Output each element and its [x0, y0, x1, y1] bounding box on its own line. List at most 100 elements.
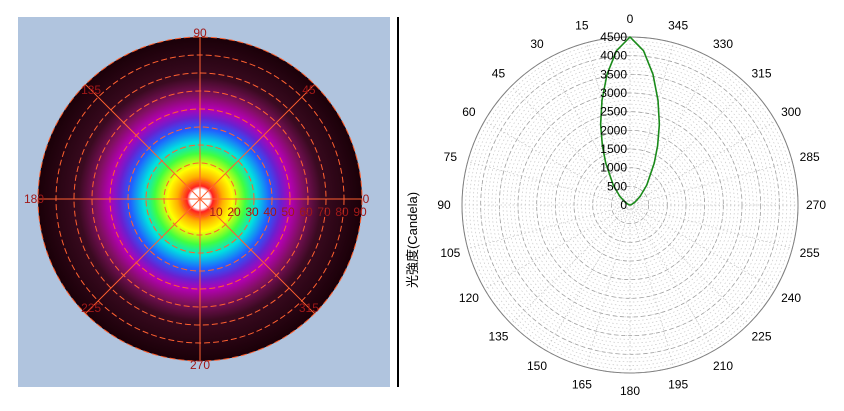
radial-label-30: 30: [245, 205, 259, 219]
minor-ring: [566, 141, 694, 269]
minor-ring: [569, 144, 691, 266]
series-group: [599, 36, 661, 206]
radial-label-50: 50: [281, 205, 295, 219]
spoke-315: [199, 198, 315, 314]
angle-label-75: 75: [444, 150, 458, 164]
spoke-315: [629, 85, 750, 206]
spoke-60: [484, 120, 631, 206]
spoke-240: [629, 204, 776, 290]
angle-label-45: 45: [302, 83, 316, 97]
major-ring-3500: [498, 73, 762, 337]
angle-label-270: 270: [806, 198, 826, 212]
y-axis-label-text: 光強度(Candela): [405, 192, 420, 288]
radial-label-4500: 4500: [600, 30, 627, 44]
radial-label-80: 80: [335, 205, 349, 219]
angle-label-105: 105: [440, 246, 460, 260]
angle-label-90: 90: [193, 26, 207, 40]
polar-grid: [37, 36, 363, 362]
radial-label-3500: 3500: [600, 67, 627, 81]
angle-label-180: 180: [24, 192, 44, 206]
angle-label-225: 225: [752, 330, 772, 344]
minor-ring: [614, 189, 646, 221]
minor-ring: [599, 174, 661, 236]
spoke-300: [629, 120, 776, 206]
radial-label-2000: 2000: [600, 123, 627, 137]
angle-label-90: 90: [437, 198, 451, 212]
minor-ring: [607, 182, 653, 228]
angle-label-180: 180: [620, 384, 640, 398]
spoke-150: [545, 204, 631, 351]
spoke-330: [629, 59, 715, 206]
angle-label-165: 165: [572, 378, 592, 392]
minor-ring: [625, 200, 635, 210]
angle-label-210: 210: [713, 359, 733, 373]
minor-ring: [495, 70, 765, 340]
minor-ring: [562, 137, 698, 273]
angle-label-270: 270: [190, 358, 210, 372]
angle-tick-labels: 0 345330315300285270255240225210195180165…: [437, 12, 826, 398]
y-axis-label: 光強度(Candela): [405, 192, 420, 288]
angle-label-315: 315: [299, 301, 319, 315]
spoke-135: [510, 204, 631, 325]
minor-ring: [540, 115, 720, 295]
spoke-195: [629, 204, 674, 368]
radial-label-0: 0: [620, 198, 627, 212]
radial-label-4000: 4000: [600, 49, 627, 63]
radial-label-2500: 2500: [600, 105, 627, 119]
spoke-105: [467, 204, 631, 249]
angle-label-285: 285: [800, 150, 820, 164]
panel-divider: [397, 17, 399, 387]
radial-label-60: 60: [299, 205, 313, 219]
angle-label-225: 225: [81, 301, 101, 315]
minor-ring: [502, 77, 758, 333]
spoke-120: [484, 204, 631, 290]
radial-label-90: 90: [353, 205, 367, 219]
polar-labels: 90 45 0 315 270 225 180 135 10 20 30 40 50 60 70 80 90: [24, 26, 370, 372]
radial-label-70: 70: [317, 205, 331, 219]
minor-ring: [547, 122, 713, 288]
spoke-135: [85, 84, 201, 200]
angle-label-0: 0: [627, 12, 634, 26]
radial-tick-labels: 0 500 1000 1500 2000 2500 3000 3500 4000 4500: [600, 30, 627, 212]
series-line-0: [599, 36, 661, 206]
spoke-165: [586, 204, 631, 368]
beam-profile-panel: 90 45 0 315 270 225 180 135 10 20 30 40 50 60 70 80 90: [18, 17, 390, 387]
minor-ring: [622, 197, 638, 213]
spoke-210: [629, 204, 715, 351]
angle-label-330: 330: [713, 37, 733, 51]
minor-ring: [487, 62, 773, 348]
spoke-30: [545, 59, 631, 206]
minor-ring: [558, 133, 702, 277]
angle-label-240: 240: [781, 291, 801, 305]
angle-label-15: 15: [575, 18, 589, 32]
angle-label-0: 0: [363, 192, 370, 206]
minor-ring: [618, 193, 642, 217]
spoke-225: [629, 204, 750, 325]
minor-ring: [484, 59, 776, 351]
radial-label-40: 40: [263, 205, 277, 219]
minor-ring: [603, 178, 657, 232]
spoke-45: [199, 84, 315, 200]
radial-label-500: 500: [607, 179, 627, 193]
beam-profile-plot: 90 45 0 315 270 225 180 135 10 20 30 40 50 60 70 80 90: [24, 26, 370, 372]
angle-label-45: 45: [492, 66, 506, 80]
radial-label-10: 10: [209, 205, 223, 219]
major-ring-500: [610, 185, 650, 225]
angle-label-30: 30: [530, 37, 544, 51]
angle-label-300: 300: [781, 105, 801, 119]
angle-label-345: 345: [668, 18, 688, 32]
minor-ring: [506, 81, 754, 329]
minor-ring: [551, 126, 709, 284]
angle-label-315: 315: [752, 66, 772, 80]
radial-label-1000: 1000: [600, 161, 627, 175]
minor-ring: [513, 88, 747, 322]
angle-label-120: 120: [459, 291, 479, 305]
radial-label-1500: 1500: [600, 142, 627, 156]
angle-label-195: 195: [668, 378, 688, 392]
spoke-225: [85, 198, 201, 314]
angle-label-255: 255: [800, 246, 820, 260]
major-ring-2000: [554, 129, 706, 281]
minor-ring: [510, 85, 750, 325]
radial-label-20: 20: [227, 205, 241, 219]
